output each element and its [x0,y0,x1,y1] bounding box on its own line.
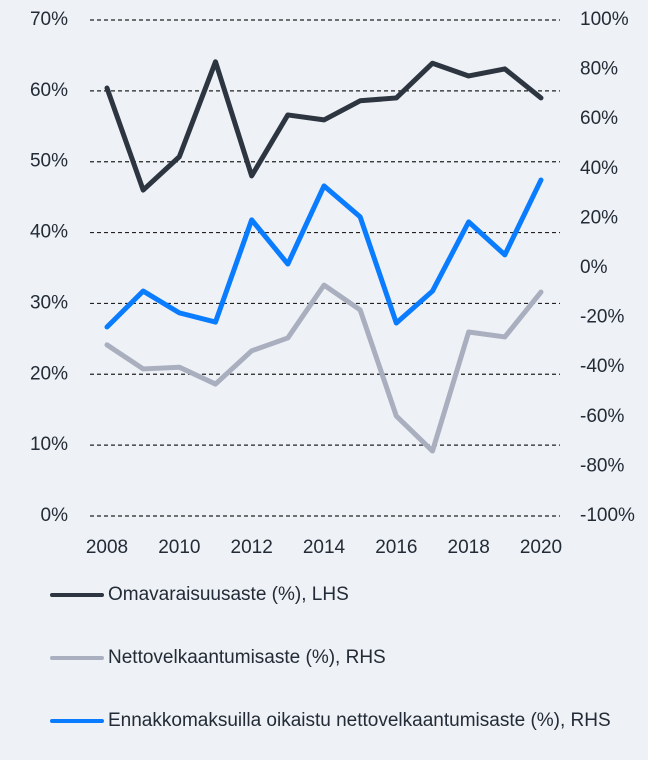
legend-swatch [50,656,104,660]
y-tick-label: 10% [30,434,68,455]
x-tick-label: 2016 [375,537,417,558]
y2-tick-label: -80% [580,455,624,476]
y-tick-label: 50% [30,151,68,172]
y2-tick-label: 20% [580,207,618,228]
legend-label: Omavaraisuusaste (%), LHS [108,584,349,605]
chart: 0% 10% 20% 30% 40% 50% 60% 70% -100% -80% -60% -40%… [30,9,635,558]
legend-item: Omavaraisuusaste (%), LHS [50,582,640,608]
y2-tick-label: 100% [580,9,629,30]
y2-tick-label: -20% [580,307,624,328]
legend-label: Nettovelkaantumisaste (%), RHS [108,647,386,668]
y2-tick-label: -100% [580,505,635,526]
y-tick-label: 70% [30,9,68,30]
y2-tick-label: -60% [580,406,624,427]
series-line [104,59,544,193]
series-line [104,282,544,454]
x-tick-label: 2020 [520,537,562,558]
y2-tick-label: 0% [580,257,608,278]
y-tick-label: 40% [30,222,68,243]
y2-tick-label: 40% [580,158,618,179]
y-tick-label: 0% [41,505,69,526]
y2-tick-label: 60% [580,108,618,129]
y-tick-label: 60% [30,80,68,101]
x-tick-label: 2018 [448,537,490,558]
y-tick-label: 30% [30,292,68,313]
x-tick-label: 2014 [303,537,346,558]
x-tick-label: 2010 [158,537,200,558]
y2-tick-label: 80% [580,59,618,80]
legend-swatch [50,593,104,597]
legend-item: Nettovelkaantumisaste (%), RHS [50,645,640,671]
y2-tick-label: -40% [580,356,624,377]
legend-item: Ennakkomaksuilla oikaistu nettovelkaantu… [50,708,640,734]
y-tick-label: 20% [30,363,68,384]
legend-label: Ennakkomaksuilla oikaistu nettovelkaantu… [108,710,611,731]
series-line [104,177,544,330]
x-tick-label: 2008 [86,537,128,558]
x-tick-label: 2012 [231,537,273,558]
legend-swatch [50,719,104,723]
